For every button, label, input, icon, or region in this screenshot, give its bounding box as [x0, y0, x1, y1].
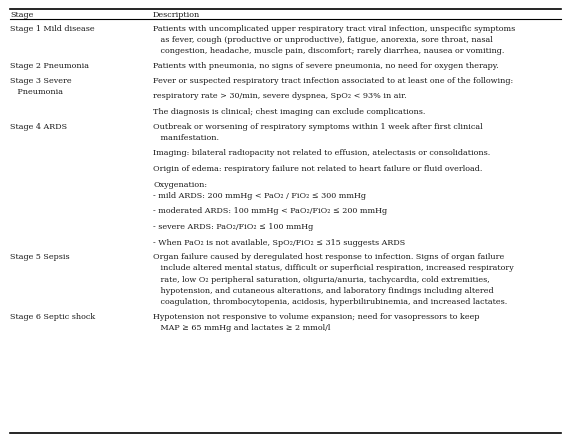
Text: include altered mental status, difficult or superficial respiration, increased r: include altered mental status, difficult… [153, 264, 514, 272]
Text: - moderated ARDS: 100 mmHg < PaO₂/FiO₂ ≤ 200 mmHg: - moderated ARDS: 100 mmHg < PaO₂/FiO₂ ≤… [153, 207, 387, 215]
Text: Stage 3 Severe: Stage 3 Severe [10, 77, 72, 85]
Text: MAP ≥ 65 mmHg and lactates ≥ 2 mmol/l: MAP ≥ 65 mmHg and lactates ≥ 2 mmol/l [153, 323, 331, 331]
Text: as fever, cough (productive or unproductive), fatigue, anorexia, sore throat, na: as fever, cough (productive or unproduct… [153, 36, 493, 44]
Text: Imaging: bilateral radiopacity not related to effusion, atelectasis or consolida: Imaging: bilateral radiopacity not relat… [153, 149, 490, 157]
Text: Origin of edema: respiratory failure not related to heart failure or fluid overl: Origin of edema: respiratory failure not… [153, 165, 483, 173]
Text: rate, low O₂ peripheral saturation, oliguria/anuria, tachycardia, cold extremiti: rate, low O₂ peripheral saturation, olig… [153, 275, 490, 283]
Text: Stage 1 Mild disease: Stage 1 Mild disease [10, 25, 95, 33]
Text: Stage 4 ARDS: Stage 4 ARDS [10, 122, 67, 131]
Text: Stage 5 Sepsis: Stage 5 Sepsis [10, 253, 70, 261]
Text: Organ failure caused by deregulated host response to infection. Signs of organ f: Organ failure caused by deregulated host… [153, 253, 504, 261]
Text: congestion, headache, muscle pain, discomfort; rarely diarrhea, nausea or vomiti: congestion, headache, muscle pain, disco… [153, 47, 505, 55]
Text: Patients with uncomplicated upper respiratory tract viral infection, unspecific : Patients with uncomplicated upper respir… [153, 25, 515, 33]
Text: Patients with pneumonia, no signs of severe pneumonia, no need for oxygen therap: Patients with pneumonia, no signs of sev… [153, 62, 499, 70]
Text: - When PaO₂ is not available, SpO₂/FiO₂ ≤ 315 suggests ARDS: - When PaO₂ is not available, SpO₂/FiO₂ … [153, 238, 405, 246]
Text: Hypotension not responsive to volume expansion; need for vasopressors to keep: Hypotension not responsive to volume exp… [153, 312, 480, 320]
Text: Fever or suspected respiratory tract infection associated to at least one of the: Fever or suspected respiratory tract inf… [153, 77, 513, 85]
Text: Stage: Stage [10, 11, 33, 19]
Text: Pneumonia: Pneumonia [10, 88, 63, 96]
Text: Outbreak or worsening of respiratory symptoms within 1 week after first clinical: Outbreak or worsening of respiratory sym… [153, 122, 483, 131]
Text: Stage 2 Pneumonia: Stage 2 Pneumonia [10, 62, 89, 70]
Text: - mild ARDS: 200 mmHg < PaO₂ / FiO₂ ≤ 300 mmHg: - mild ARDS: 200 mmHg < PaO₂ / FiO₂ ≤ 30… [153, 191, 366, 199]
Text: respiratory rate > 30/min, severe dyspnea, SpO₂ < 93% in air.: respiratory rate > 30/min, severe dyspne… [153, 92, 407, 100]
Text: Description: Description [153, 11, 200, 19]
Text: The diagnosis is clinical; chest imaging can exclude complications.: The diagnosis is clinical; chest imaging… [153, 108, 425, 116]
Text: coagulation, thrombocytopenia, acidosis, hyperbilirubinemia, and increased lacta: coagulation, thrombocytopenia, acidosis,… [153, 297, 507, 305]
Text: - severe ARDS: PaO₂/FiO₂ ≤ 100 mmHg: - severe ARDS: PaO₂/FiO₂ ≤ 100 mmHg [153, 223, 314, 230]
Text: Stage 6 Septic shock: Stage 6 Septic shock [10, 312, 95, 320]
Text: hypotension, and cutaneous alterations, and laboratory findings including altere: hypotension, and cutaneous alterations, … [153, 286, 494, 294]
Text: manifestation.: manifestation. [153, 134, 219, 141]
Text: Oxygenation:: Oxygenation: [153, 180, 207, 188]
